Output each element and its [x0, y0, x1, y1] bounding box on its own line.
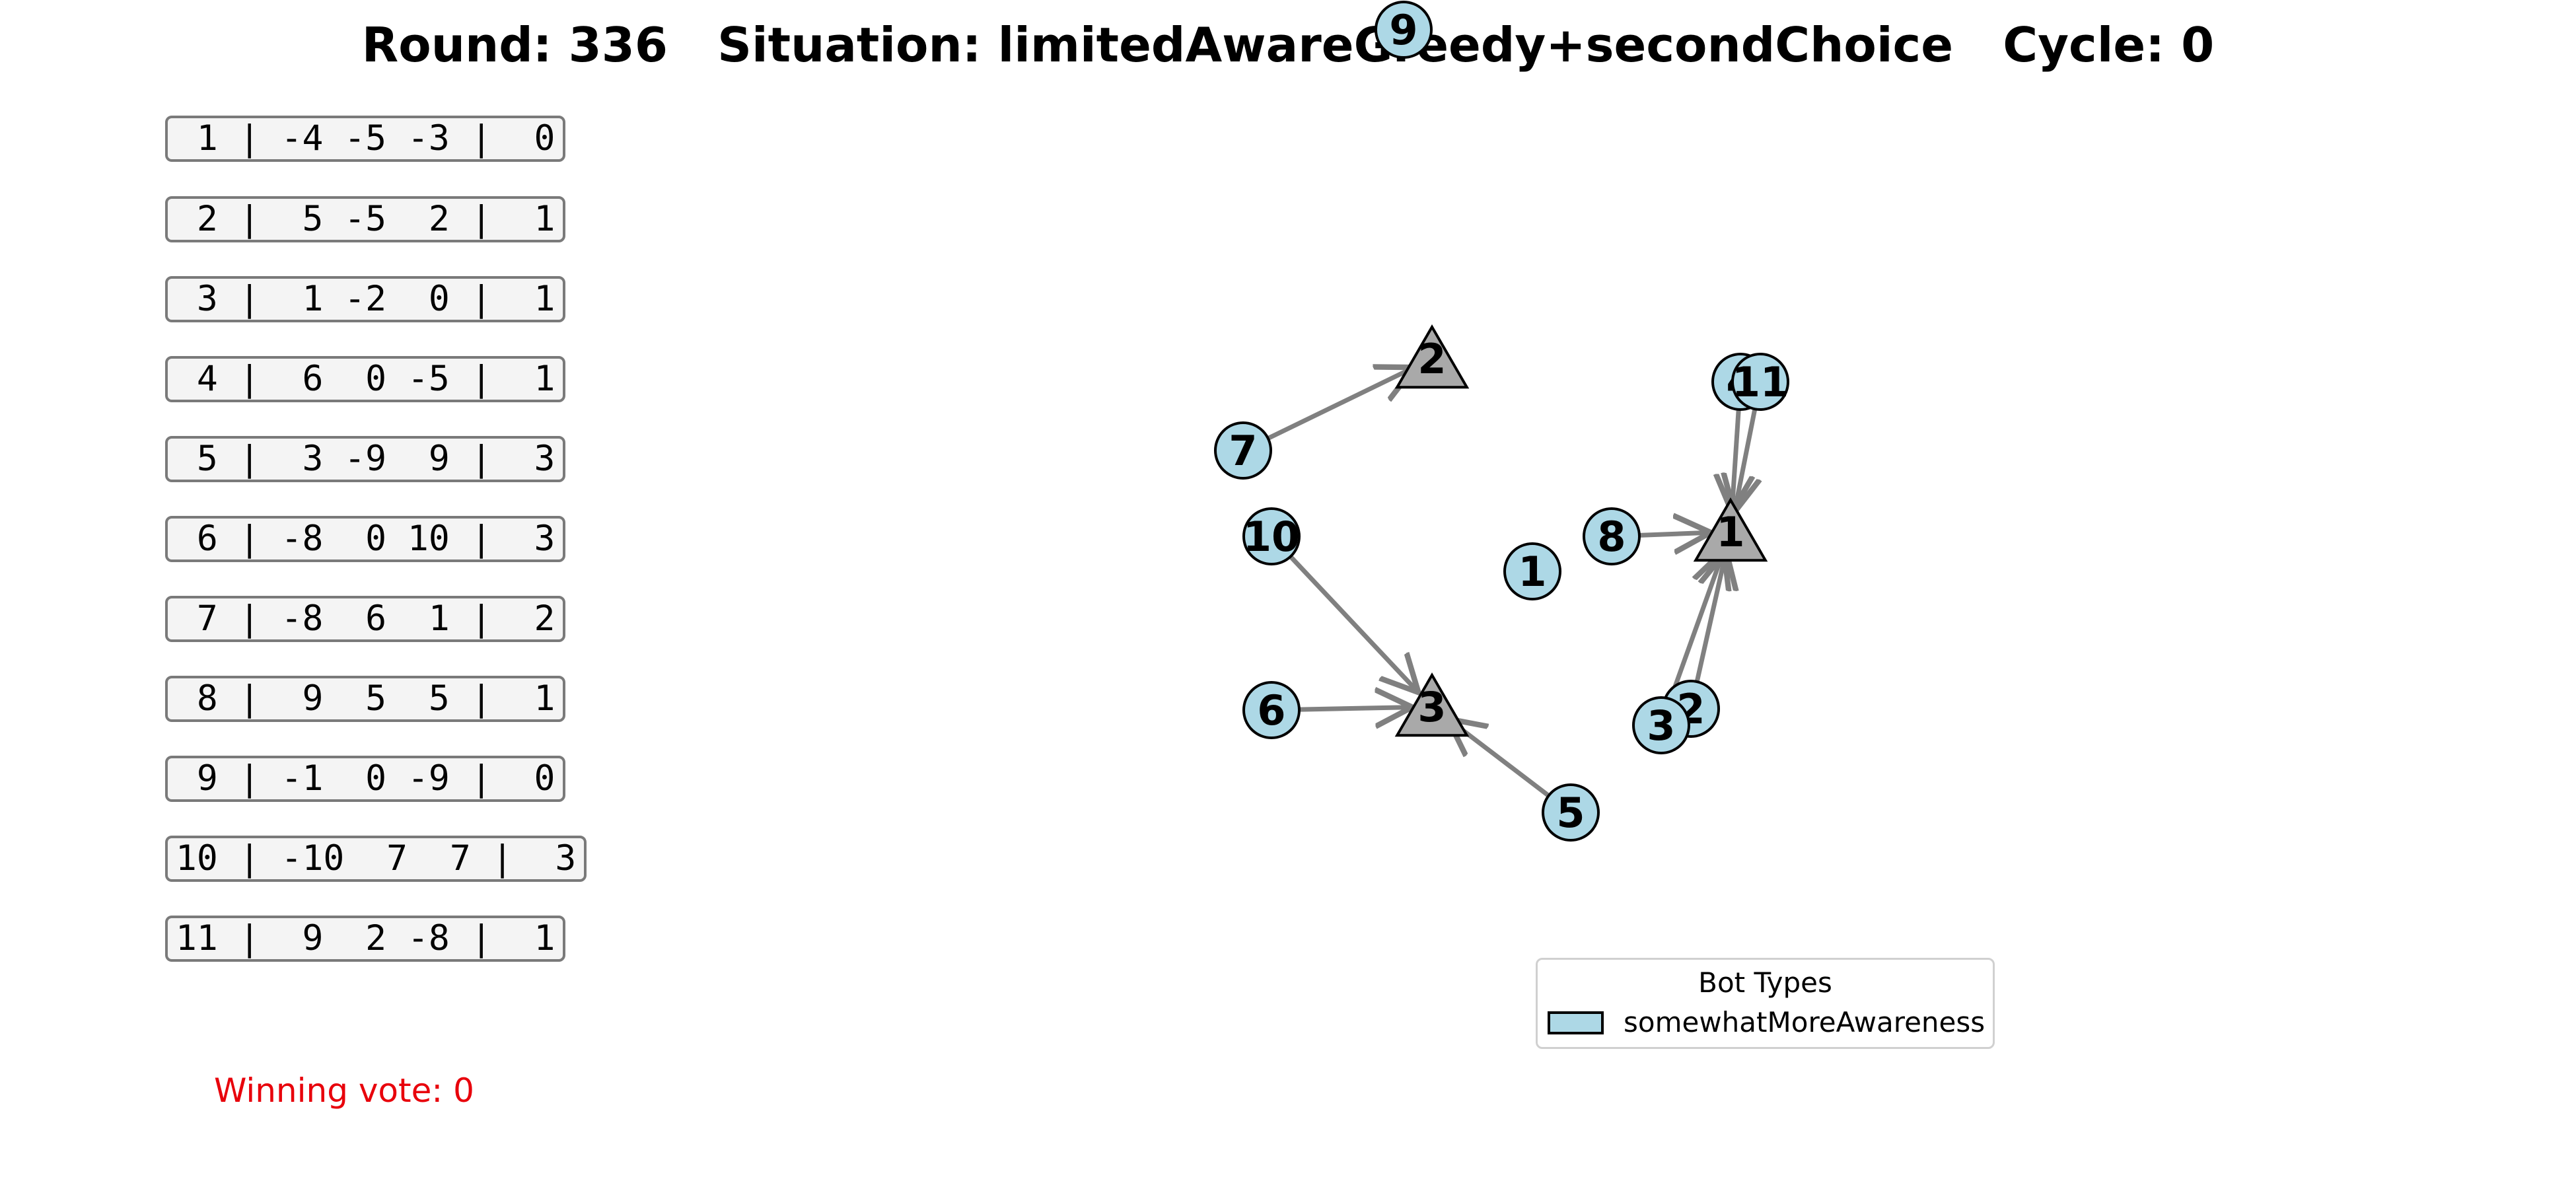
option-3-label: 3 [1417, 683, 1446, 731]
option-3-node [1394, 672, 1470, 737]
bot-row: 4 | 6 0 -5 | 1 [165, 356, 566, 402]
bot-9-node [1375, 1, 1433, 59]
edge-bot-3-to-option-1 [1668, 550, 1724, 700]
bot-row: 5 | 3 -9 9 | 3 [165, 436, 566, 482]
bot-row: 10 | -10 7 7 | 3 [165, 836, 587, 882]
option-2-node [1394, 324, 1470, 389]
bot-8-node [1583, 507, 1641, 565]
bot-9-label: 9 [1389, 6, 1417, 54]
bot-7-node [1214, 421, 1272, 480]
bot-6-label: 6 [1257, 686, 1285, 735]
edge-bot-8-to-option-1 [1639, 532, 1711, 535]
bot-10-node [1242, 507, 1301, 565]
bot-5-node [1542, 783, 1600, 842]
bot-1-node [1503, 542, 1561, 600]
bot-row: 3 | 1 -2 0 | 1 [165, 276, 566, 322]
legend-label: somewhatMoreAwareness [1624, 1006, 1986, 1038]
bot-3-label: 3 [1647, 702, 1675, 750]
bot-11-node [1731, 353, 1789, 411]
chart-title: Round: 336 Situation: limitedAwareGreedy… [361, 17, 2215, 73]
option-1-label: 1 [1716, 508, 1744, 556]
bot-row: 6 | -8 0 10 | 3 [165, 516, 566, 562]
legend: Bot Types somewhatMoreAwareness [1536, 958, 1995, 1049]
bot-6-node [1242, 681, 1301, 739]
bot-5-label: 5 [1556, 789, 1585, 837]
legend-title: Bot Types [1698, 966, 1832, 999]
option-2-label: 2 [1417, 335, 1446, 383]
winning-vote: Winning vote: 0 [214, 1071, 474, 1110]
bot-row: 11 | 9 2 -8 | 1 [165, 916, 566, 962]
bot-row: 2 | 5 -5 2 | 1 [165, 196, 566, 242]
bot-1-label: 1 [1518, 548, 1546, 596]
legend-swatch [1548, 1011, 1604, 1034]
bot-7-label: 7 [1229, 427, 1257, 475]
bot-8-label: 8 [1597, 513, 1626, 561]
bot-10-label: 10 [1243, 513, 1300, 561]
edge-bot-11-to-option-1 [1735, 408, 1755, 512]
bot-row: 7 | -8 6 1 | 2 [165, 596, 566, 642]
bot-3-node [1632, 696, 1690, 754]
bot-row: 1 | -4 -5 -3 | 0 [165, 116, 566, 162]
bot-row: 9 | -1 0 -9 | 0 [165, 756, 566, 802]
edge-bot-6-to-option-3 [1299, 707, 1412, 710]
bot-row: 8 | 9 5 5 | 1 [165, 676, 566, 722]
edge-bot-7-to-option-2 [1267, 367, 1414, 441]
bot-11-label: 11 [1732, 358, 1789, 406]
option-1-node [1693, 497, 1768, 562]
edge-bot-10-to-option-3 [1289, 555, 1419, 693]
